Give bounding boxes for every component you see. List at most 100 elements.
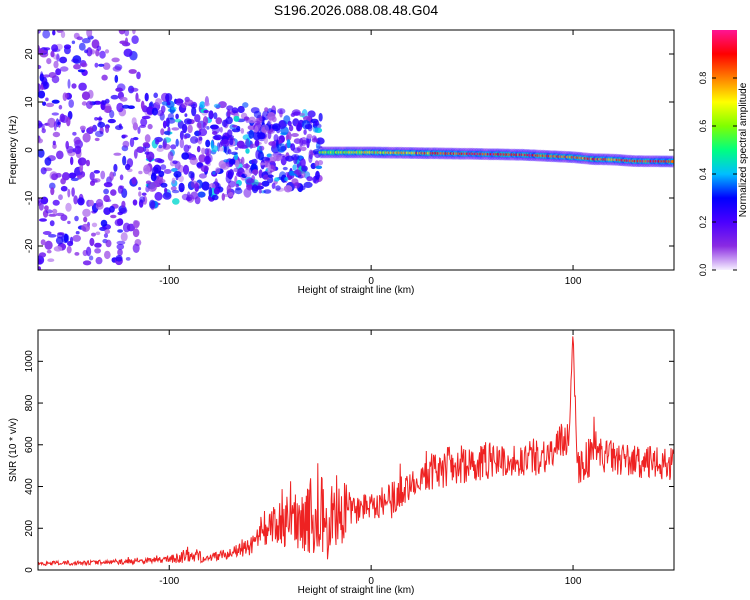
spectrogram-cell xyxy=(166,101,171,106)
spectrogram-cell xyxy=(67,240,74,247)
y-tick-label: 400 xyxy=(24,478,35,495)
spectrogram-cell xyxy=(86,47,93,57)
spectrogram-cell xyxy=(80,62,88,68)
spectrogram-cell xyxy=(52,131,61,138)
spectrogram-cell xyxy=(71,83,77,89)
spectrogram-cell xyxy=(101,100,107,105)
spectrogram-cell xyxy=(215,136,221,141)
spectrogram-cell xyxy=(151,107,158,116)
spectrogram-cell xyxy=(38,90,46,99)
spectrogram-cell xyxy=(220,163,230,170)
spectrogram-cell xyxy=(119,174,124,181)
spectrogram-cell xyxy=(38,30,41,34)
spectrogram-cell xyxy=(264,107,269,112)
spectrogram-cell xyxy=(38,148,45,158)
spectrogram-cell xyxy=(181,152,190,160)
spectrogram-cell xyxy=(132,137,139,141)
snr-ylabel: SNR (10 * v/v) xyxy=(8,418,19,482)
spectrogram-cell xyxy=(285,172,290,176)
spectrogram-cell xyxy=(202,122,207,129)
spectrogram-cell xyxy=(170,186,177,191)
spectrogram-cell xyxy=(144,92,149,102)
spectrogram-cell xyxy=(99,50,106,59)
spectrogram-xlabel: Height of straight line (km) xyxy=(298,285,415,296)
colorbar-tick-label: 0.0 xyxy=(698,264,708,277)
spectrogram-cell xyxy=(74,252,80,256)
spectrogram-cell xyxy=(259,145,265,151)
spectrogram-cell xyxy=(60,185,68,192)
spectrogram-cell xyxy=(245,148,250,154)
spectrogram-cell xyxy=(42,81,50,90)
spectrogram-cell xyxy=(315,170,320,180)
colorbar-ticks: 0.0 0.2 0.4 0.6 0.8 xyxy=(698,72,737,277)
spectrogram-cell xyxy=(293,155,298,165)
spectrogram-cell xyxy=(82,208,91,217)
spectrogram-cell xyxy=(51,112,59,116)
spectrogram-cell xyxy=(291,109,301,116)
spectrogram-cell xyxy=(184,113,188,117)
spectrogram-cell xyxy=(73,195,78,205)
spectrogram-cell xyxy=(116,102,124,113)
spectrogram-cell xyxy=(55,68,62,76)
spectrogram-cell xyxy=(291,178,299,185)
spectrogram-cell xyxy=(103,194,110,203)
spectrogram-cell xyxy=(170,144,177,150)
spectrogram-cell xyxy=(144,151,150,155)
spectrogram-cell xyxy=(198,128,208,137)
spectrogram-cell xyxy=(91,232,96,237)
spectrogram-cell xyxy=(52,140,56,146)
spectrogram-cell xyxy=(55,212,65,217)
spectrogram-cell xyxy=(123,48,133,57)
spectrogram-cell xyxy=(47,117,56,128)
spectrogram-cell xyxy=(88,126,94,133)
spectrogram-cell xyxy=(211,194,219,201)
spectrogram-cell xyxy=(117,248,123,257)
spectrogram-cell xyxy=(175,98,184,106)
spectrogram-cell xyxy=(206,126,210,130)
spectrogram-cell xyxy=(41,123,45,130)
spectrogram-cell xyxy=(132,228,140,238)
spectrogram-cell xyxy=(211,145,219,153)
spectrogram-cell xyxy=(44,157,52,166)
spectrogram-cell xyxy=(275,185,281,191)
spectrogram-cell xyxy=(94,117,99,121)
spectrogram-cell xyxy=(45,209,53,214)
spectrogram-cell xyxy=(226,184,232,193)
spectrogram-cell xyxy=(79,125,86,131)
spectrogram-cell xyxy=(96,45,102,51)
spectrogram-cell xyxy=(53,60,59,69)
spectrogram-cell xyxy=(117,185,124,194)
spectrogram-cell xyxy=(59,113,65,123)
spectrogram-cell xyxy=(73,63,81,70)
spectrogram-ylabel: Frequency (Hz) xyxy=(8,116,19,185)
spectrogram-cell xyxy=(312,149,320,155)
spectrogram-cell xyxy=(230,151,238,155)
spectrogram-cell xyxy=(205,139,211,148)
spectrogram-cell xyxy=(67,220,71,225)
spectrogram-cell xyxy=(226,105,234,111)
spectrogram-cell xyxy=(140,100,145,110)
spectrogram-cell xyxy=(103,233,109,239)
spectrogram-cell xyxy=(208,110,214,120)
spectrogram-cell xyxy=(110,214,117,219)
spectrogram-cell xyxy=(97,121,106,128)
spectrogram-cell xyxy=(284,176,289,182)
spectrogram-cell xyxy=(151,172,156,177)
spectrogram-cell xyxy=(261,180,270,187)
spectrogram-cell xyxy=(240,127,245,134)
spectrogram-cell xyxy=(40,71,44,79)
spectrogram-cell xyxy=(277,143,286,153)
colorbar: 0.0 0.2 0.4 0.6 0.8 Normalized spectral ampl… xyxy=(698,30,749,276)
spectrogram-cell xyxy=(108,205,115,213)
spectrogram-cell xyxy=(267,129,273,134)
spectrogram-cell xyxy=(315,137,325,145)
spectrogram-cell xyxy=(160,128,165,136)
spectrogram-cell xyxy=(95,231,101,236)
spectrogram-cell xyxy=(215,167,221,174)
spectrogram-cell xyxy=(198,154,206,163)
spectrogram-cell xyxy=(157,159,165,164)
spectrogram-cell xyxy=(221,119,228,128)
spectrogram-cell xyxy=(81,101,87,106)
y-tick-label: 200 xyxy=(24,519,35,536)
